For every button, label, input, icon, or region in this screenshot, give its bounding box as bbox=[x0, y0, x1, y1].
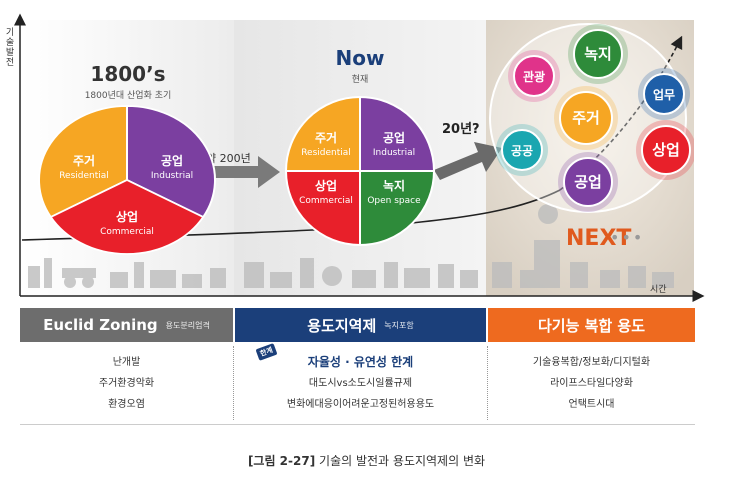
y-axis-label: 기술발전 bbox=[5, 28, 15, 68]
slice-sublabel: Commercial bbox=[299, 196, 353, 206]
bubble bbox=[513, 55, 555, 97]
pie-slice bbox=[359, 170, 436, 246]
bottom-rule bbox=[20, 424, 695, 425]
list-item: 대도시vs소도시일률규제 bbox=[308, 378, 413, 389]
slice-sublabel: Commercial bbox=[100, 227, 154, 237]
bubble-label: 관광 bbox=[523, 69, 545, 84]
bubble bbox=[563, 157, 613, 207]
transition-arrow-1 bbox=[208, 156, 280, 188]
list-item: 언택트시대 bbox=[568, 399, 615, 410]
list-zoning: 한계 자율성 · 유연성 한계 대도시vs소도시일률규제 변화에대응이어려운고정… bbox=[235, 343, 486, 415]
bubble-label: 공공 bbox=[511, 144, 533, 158]
slice-label: 녹지 bbox=[383, 178, 405, 193]
slice-sublabel: Industrial bbox=[151, 171, 193, 181]
bubble bbox=[641, 125, 691, 175]
transition-arrow-2 bbox=[434, 142, 502, 180]
figure-caption: [그림 2-27] 기술의 발전과 용도지역제의 변화 bbox=[0, 452, 733, 469]
bubble-label: 주거 bbox=[572, 109, 600, 127]
list-multi: 기술융복합/정보화/디지털화 라이프스타일다양화 언택트시대 bbox=[488, 352, 695, 415]
zoning-limit-headline: 한계 자율성 · 유연성 한계 bbox=[235, 343, 486, 373]
slice-label: 상업 bbox=[116, 209, 138, 224]
bubble-label: 녹지 bbox=[584, 45, 612, 63]
band-euclid-title: Euclid Zoning bbox=[43, 316, 158, 334]
band-euclid-zoning: Euclid Zoning 용도분리엄격 bbox=[20, 308, 233, 342]
slice-sublabel: Industrial bbox=[373, 148, 415, 158]
list-item: 변화에대응이어려운고정된허용용도 bbox=[286, 399, 435, 410]
band-euclid-note: 용도분리엄격 bbox=[165, 320, 210, 330]
slice-sublabel: Residential bbox=[59, 171, 109, 181]
bubble-label: 공업 bbox=[574, 173, 602, 191]
slice-label: 공업 bbox=[383, 131, 405, 145]
slice-sublabel: Open space bbox=[367, 196, 421, 206]
list-item: 기술융복합/정보화/디지털화 bbox=[532, 357, 651, 368]
technology-icons bbox=[28, 204, 674, 288]
pie-slice bbox=[38, 105, 128, 219]
slice-sublabel: Residential bbox=[301, 148, 351, 158]
pie-slice bbox=[359, 96, 436, 172]
caption-text: 기술의 발전과 용도지역제의 변화 bbox=[319, 454, 486, 468]
pie-slice bbox=[49, 179, 205, 255]
band-zoning-note: 녹지포함 bbox=[384, 320, 414, 330]
band-zoning: 용도지역제 녹지포함 bbox=[235, 308, 486, 342]
bubble bbox=[501, 129, 543, 171]
ellipsis-dots: ••• bbox=[610, 228, 645, 247]
bubble-label: 업무 bbox=[653, 88, 675, 102]
bubble bbox=[573, 29, 623, 79]
transition-label-2: 20년? bbox=[442, 122, 480, 137]
band-zoning-title: 용도지역제 bbox=[307, 316, 377, 335]
pie-slice bbox=[126, 105, 216, 219]
band-multi-title: 다기능 복합 용도 bbox=[537, 316, 646, 335]
divider-2 bbox=[487, 346, 489, 420]
pie-now: 주거 Residential 공업 Industrial 상업 Commercial 녹지 O… bbox=[284, 96, 436, 246]
pie-slice bbox=[284, 170, 361, 246]
era-title-next: NEXT bbox=[566, 226, 632, 251]
x-axis-label: 시간 bbox=[650, 285, 667, 295]
bubble-label: 상업 bbox=[652, 141, 680, 159]
era-title-now: Now bbox=[335, 46, 385, 70]
era-subtitle-now: 현재 bbox=[351, 75, 369, 85]
bubble bbox=[643, 73, 685, 115]
list-item: 라이프스타일다양화 bbox=[550, 378, 633, 389]
divider-1 bbox=[233, 346, 235, 420]
bubble bbox=[559, 91, 613, 145]
pie-1800: 주거 Residential 공업 Industrial 상업 Commercial bbox=[38, 105, 216, 255]
limit-badge: 한계 bbox=[255, 343, 278, 361]
transition-label-1: 약 200년 bbox=[206, 152, 251, 165]
list-item: 난개발 bbox=[112, 357, 141, 368]
band-multi-use: 다기능 복합 용도 bbox=[488, 308, 695, 342]
slice-label: 주거 bbox=[73, 153, 95, 168]
list-item: 주거환경악화 bbox=[98, 378, 155, 389]
list-item: 환경오염 bbox=[108, 399, 145, 410]
list-euclid: 난개발 주거환경악화 환경오염 bbox=[20, 352, 233, 415]
pie-slice bbox=[284, 96, 361, 172]
slice-label: 공업 bbox=[161, 154, 183, 168]
slice-label: 상업 bbox=[315, 178, 337, 193]
slice-label: 주거 bbox=[315, 130, 337, 145]
era-subtitle-past: 1800년대 산업화 초기 bbox=[84, 91, 172, 101]
caption-prefix: [그림 2-27] bbox=[247, 454, 316, 468]
era-title-past: 1800’s bbox=[90, 62, 166, 86]
